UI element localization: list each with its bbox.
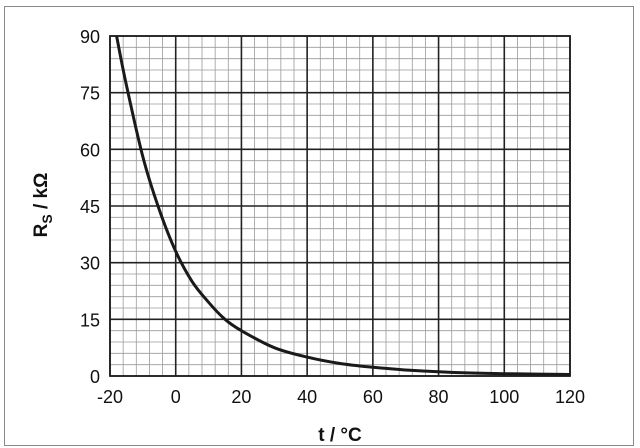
y-tick-label: 60 — [80, 140, 100, 160]
plot-border — [109, 35, 571, 377]
y-tick-label: 45 — [80, 197, 100, 217]
x-tick-label: -20 — [97, 387, 123, 407]
x-tick-label: 20 — [231, 387, 251, 407]
y-tick-label: 0 — [90, 367, 100, 387]
y-tick-label: 15 — [80, 310, 100, 330]
x-tick-label: 120 — [555, 387, 585, 407]
x-tick-labels: -20 0 20 40 60 80 100 120 — [97, 387, 585, 407]
x-tick-label: 80 — [429, 387, 449, 407]
y-tick-label: 75 — [80, 84, 100, 104]
resistance-curve — [115, 35, 571, 376]
x-axis-label: t / °C — [318, 425, 362, 446]
x-tick-label: 100 — [489, 387, 519, 407]
y-tick-label: 30 — [80, 254, 100, 274]
grid — [109, 35, 571, 377]
y-tick-labels: 0 15 30 45 60 75 90 — [80, 27, 100, 387]
x-tick-label: 0 — [171, 387, 181, 407]
x-tick-label: 60 — [363, 387, 383, 407]
x-tick-label: 40 — [297, 387, 317, 407]
y-axis-label-rest: / kΩ — [31, 173, 52, 215]
y-tick-label: 90 — [80, 27, 100, 47]
y-axis-label-main: R — [31, 223, 52, 237]
y-axis-label: RS / kΩ — [31, 173, 55, 238]
y-axis-label-sub: S — [39, 214, 55, 223]
